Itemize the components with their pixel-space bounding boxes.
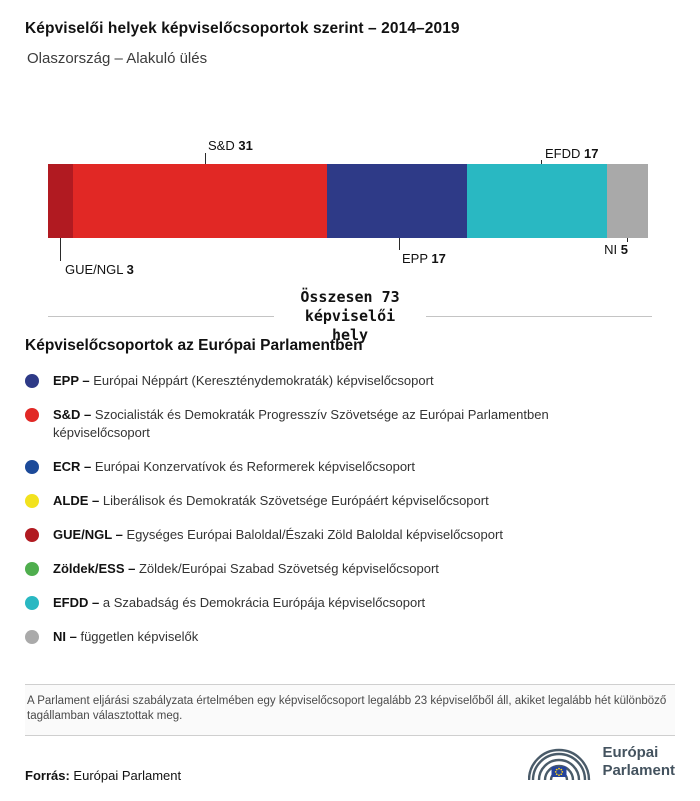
callout-line-epp bbox=[399, 238, 400, 250]
callout-line-sd bbox=[205, 153, 206, 164]
bar-segment-ni bbox=[606, 164, 648, 238]
callout-group-name: EFDD bbox=[545, 146, 581, 161]
source-label: Forrás: bbox=[25, 768, 70, 783]
legend-label: S&D – Szocialisták és Demokraták Progres… bbox=[53, 407, 549, 440]
callout-line-efdd bbox=[541, 160, 542, 164]
callout-label-efdd: EFDD 17 bbox=[545, 147, 598, 160]
bar-segment-efdd bbox=[467, 164, 607, 238]
epp-color-dot bbox=[25, 374, 39, 388]
legend-item-epp: EPP – Európai Néppárt (Kereszténydemokra… bbox=[25, 372, 673, 390]
legend-abbr: ALDE – bbox=[53, 493, 100, 508]
legend-abbr: NI – bbox=[53, 629, 77, 644]
callout-seat-count: 17 bbox=[431, 251, 446, 266]
legend-item-efdd: EFDD – a Szabadság és Demokrácia Európáj… bbox=[25, 594, 673, 612]
page-title: Képviselői helyek képviselőcsoportok sze… bbox=[25, 20, 460, 37]
divider-line-right bbox=[425, 316, 652, 317]
sd-color-dot bbox=[25, 408, 39, 422]
bar-segment-sd bbox=[72, 164, 328, 238]
divider-line-left bbox=[48, 316, 275, 317]
legend-abbr: EFDD – bbox=[53, 595, 100, 610]
total-divider: Összesen 73 képviselői hely bbox=[48, 288, 652, 345]
legend-label: EPP – Európai Néppárt (Kereszténydemokra… bbox=[53, 373, 434, 388]
legend-list: EPP – Európai Néppárt (Kereszténydemokra… bbox=[25, 372, 673, 646]
callout-seat-count: 5 bbox=[620, 242, 628, 257]
ep-logo-text-line1: Európai bbox=[602, 744, 659, 761]
legend-abbr: EPP – bbox=[53, 373, 90, 388]
callout-line-ni bbox=[627, 238, 628, 242]
legend-item-ecr: ECR – Európai Konzervatívok és Reformere… bbox=[25, 458, 673, 476]
source-line: Forrás: Európai Parlament bbox=[25, 768, 181, 783]
legend-item-ni: NI – független képviselők bbox=[25, 628, 673, 646]
callout-seat-count: 31 bbox=[238, 138, 253, 153]
alde-color-dot bbox=[25, 494, 39, 508]
legend-item-gue-ngl: GUE/NGL – Egységes Európai Baloldal/Észa… bbox=[25, 526, 673, 544]
legend-label: EFDD – a Szabadság és Demokrácia Európáj… bbox=[53, 595, 426, 610]
callout-seat-count: 3 bbox=[126, 262, 134, 277]
ep-logo: Európai Parlament bbox=[528, 740, 675, 784]
efdd-color-dot bbox=[25, 596, 39, 610]
callout-label-sd: S&D 31 bbox=[208, 139, 253, 152]
ep-hemicycle-icon bbox=[528, 748, 591, 781]
callout-group-name: S&D bbox=[208, 138, 235, 153]
legend-abbr: GUE/NGL – bbox=[53, 527, 123, 542]
bar-segment-epp bbox=[327, 164, 468, 238]
total-seats-label: Összesen 73 képviselői hely bbox=[300, 288, 400, 344]
callout-seat-count: 17 bbox=[584, 146, 599, 161]
callout-group-name: NI bbox=[604, 242, 618, 257]
legend-label: Zöldek/ESS – Zöldek/Európai Szabad Szöve… bbox=[53, 561, 439, 576]
legend-label: NI – független képviselők bbox=[53, 629, 199, 644]
callout-line-gue-ngl bbox=[60, 238, 61, 261]
stacked-bar bbox=[48, 164, 648, 238]
callout-group-name: EPP bbox=[402, 251, 428, 266]
legend-item-zoldek-ess: Zöldek/ESS – Zöldek/Európai Szabad Szöve… bbox=[25, 560, 673, 578]
callout-label-epp: EPP 17 bbox=[402, 252, 446, 265]
footnote-box: A Parlament eljárási szabályzata értelmé… bbox=[25, 684, 675, 736]
ep-logo-text: Európai Parlament bbox=[602, 744, 675, 780]
ecr-color-dot bbox=[25, 460, 39, 474]
legend-label: ECR – Európai Konzervatívok és Reformere… bbox=[53, 459, 416, 474]
callout-label-ni: NI 5 bbox=[584, 243, 628, 256]
gue-ngl-color-dot bbox=[25, 528, 39, 542]
ni-color-dot bbox=[25, 630, 39, 644]
legend-label: GUE/NGL – Egységes Európai Baloldal/Észa… bbox=[53, 527, 503, 542]
callout-label-gue-ngl: GUE/NGL 3 bbox=[65, 263, 134, 276]
page-subtitle: Olaszország – Alakuló ülés bbox=[27, 50, 208, 67]
legend-abbr: Zöldek/ESS – bbox=[53, 561, 136, 576]
ep-logo-text-line2: Parlament bbox=[602, 762, 675, 779]
source-value: Európai Parlament bbox=[73, 768, 182, 783]
legend-abbr: S&D – bbox=[53, 407, 92, 422]
legend-label: ALDE – Liberálisok és Demokraták Szövets… bbox=[53, 493, 489, 508]
callout-group-name: GUE/NGL bbox=[65, 262, 124, 277]
zoldek-ess-color-dot bbox=[25, 562, 39, 576]
legend-item-alde: ALDE – Liberálisok és Demokraták Szövets… bbox=[25, 492, 673, 510]
bar-segment-guengl bbox=[48, 164, 73, 238]
footnote-text: A Parlament eljárási szabályzata értelmé… bbox=[27, 695, 667, 722]
legend-heading: Képviselőcsoportok az Európai Parlamentb… bbox=[25, 337, 363, 354]
legend-item-sd: S&D – Szocialisták és Demokraták Progres… bbox=[25, 406, 673, 442]
legend-abbr: ECR – bbox=[53, 459, 92, 474]
